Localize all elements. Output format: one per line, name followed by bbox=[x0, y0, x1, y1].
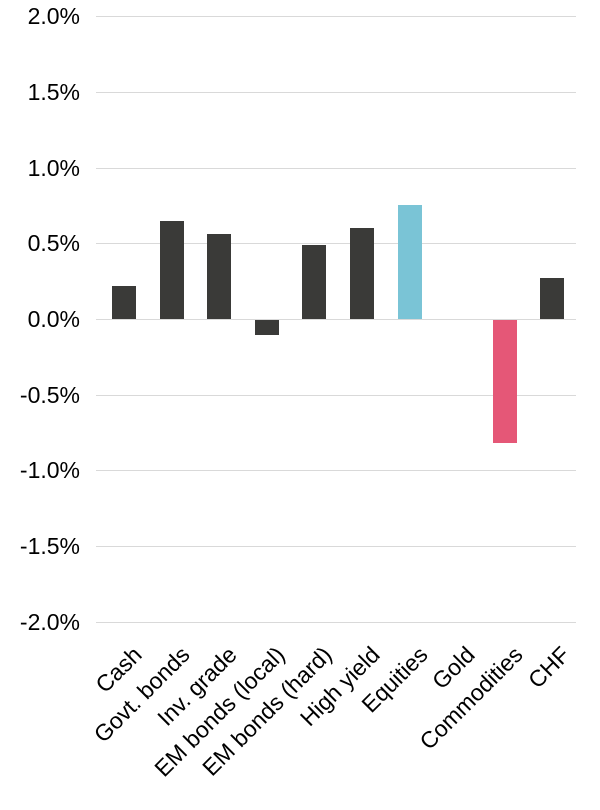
bar-em-bonds-hard bbox=[302, 244, 327, 319]
zero-gridline bbox=[96, 319, 576, 320]
y-axis-tick-label: -1.0% bbox=[19, 457, 80, 484]
bar-commodities bbox=[492, 320, 517, 443]
bar-high-yield bbox=[350, 228, 374, 319]
bar-em-bonds-local bbox=[254, 320, 279, 336]
plot-area bbox=[96, 16, 576, 623]
bar-govt-bonds bbox=[159, 220, 184, 319]
y-axis-tick-label: 2.0% bbox=[27, 3, 80, 30]
y-axis-tick-label: -2.0% bbox=[19, 608, 80, 635]
gridline bbox=[96, 16, 576, 18]
y-axis-tick-label: -1.5% bbox=[19, 533, 80, 560]
gridline bbox=[96, 621, 576, 623]
bar-cash bbox=[112, 285, 136, 319]
y-axis-tick-label: 1.0% bbox=[27, 154, 80, 181]
bar-inv-grade bbox=[207, 234, 232, 319]
gridline bbox=[96, 394, 576, 396]
y-axis-tick-label: 0.0% bbox=[27, 306, 80, 332]
gridline bbox=[96, 470, 576, 472]
bar-chf bbox=[540, 278, 565, 319]
gridline bbox=[96, 243, 576, 245]
y-axis-tick-label: -0.5% bbox=[19, 381, 80, 408]
gridline bbox=[96, 546, 576, 548]
y-axis-tick-label: 0.5% bbox=[27, 230, 80, 257]
gridline bbox=[96, 167, 576, 169]
y-axis-tick-label: 1.5% bbox=[27, 78, 80, 105]
bar-equities bbox=[397, 205, 422, 319]
gridline bbox=[96, 91, 576, 93]
